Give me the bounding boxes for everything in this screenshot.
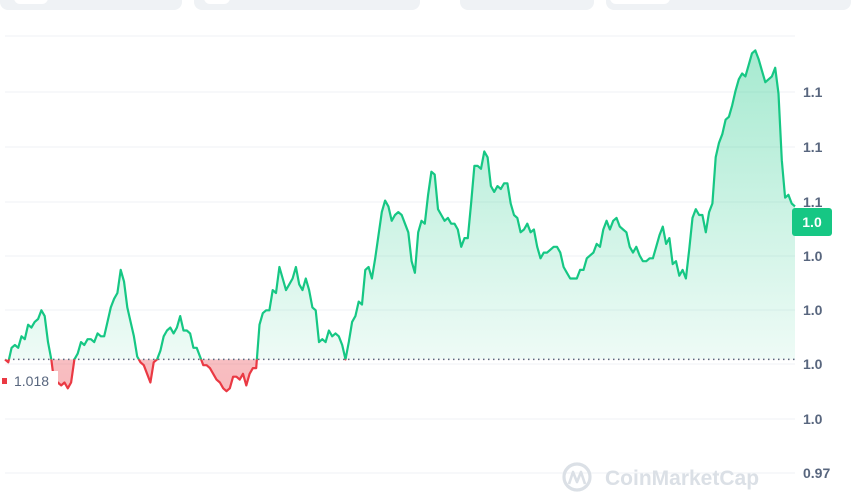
area-above-baseline — [8, 50, 795, 360]
tab-group-left[interactable] — [0, 0, 182, 10]
tab-selected[interactable] — [14, 0, 48, 4]
tab-group-right-b[interactable] — [606, 0, 851, 10]
tab-group-middle[interactable] — [194, 0, 420, 10]
price-line-up — [5, 49, 796, 360]
y-tick-label: 1.1 — [803, 139, 823, 155]
range-tab-bar — [0, 0, 851, 12]
y-tick-label: 0.97 — [803, 465, 830, 481]
y-tick-label: 1.0 — [803, 356, 823, 372]
y-tick-label: 1.1 — [803, 194, 823, 210]
tab-group-right-a[interactable] — [460, 0, 594, 10]
y-tick-label: 1.0 — [803, 302, 823, 318]
tab-option[interactable] — [610, 0, 670, 4]
y-tick-label: 1.1 — [803, 84, 823, 100]
baseline-label-bg — [10, 371, 58, 390]
coinmarketcap-logo-icon — [562, 462, 592, 492]
current-price-badge — [792, 208, 832, 236]
y-axis-labels: 1.1 1.1 1.1 1.0 1.0 1.0 1.0 0.97 — [803, 84, 830, 481]
gridlines — [5, 91, 795, 474]
tab-option[interactable] — [204, 0, 230, 4]
baseline-marker — [2, 378, 7, 384]
y-tick-label: 1.0 — [803, 411, 823, 427]
current-price-label: 1.0 — [802, 214, 822, 230]
y-tick-label: 1.0 — [803, 248, 823, 264]
baseline-label: 1.018 — [14, 373, 49, 389]
watermark-text: CoinMarketCap — [605, 467, 759, 490]
